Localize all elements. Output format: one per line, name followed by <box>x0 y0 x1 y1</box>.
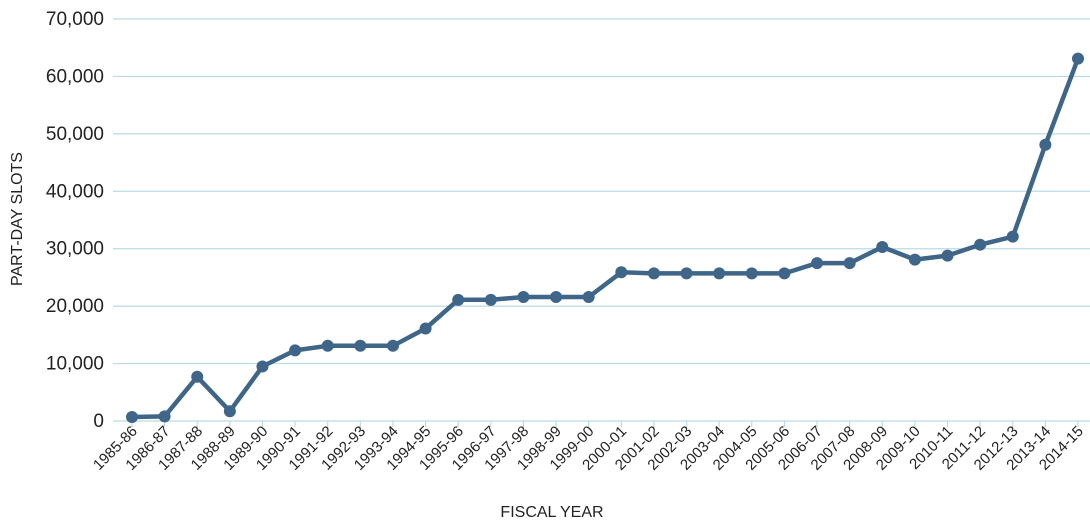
data-point-1995-96 <box>452 293 465 306</box>
data-point-1987-88 <box>191 370 204 383</box>
data-point-2012-13 <box>1006 230 1019 243</box>
y-tick-label: 10,000 <box>46 354 104 375</box>
data-point-1994-95 <box>419 322 432 335</box>
data-point-1996-97 <box>484 293 497 306</box>
x-axis-ticks: 1985-861986-871987-881988-891989-901990-… <box>90 421 1087 474</box>
y-tick-label: 50,000 <box>46 124 104 145</box>
y-tick-label: 70,000 <box>46 9 104 30</box>
data-point-1985-86 <box>126 410 138 423</box>
data-point-2003-04 <box>713 267 726 280</box>
data-point-2005-06 <box>778 267 791 280</box>
y-axis-title: PART-DAY SLOTS <box>9 152 26 286</box>
data-point-2008-09 <box>876 240 889 253</box>
gridlines <box>113 18 1090 422</box>
data-point-2004-05 <box>745 267 758 280</box>
data-point-2002-03 <box>680 267 693 280</box>
data-point-2010-11 <box>941 249 954 262</box>
data-point-2013-14 <box>1039 138 1052 151</box>
x-axis-title: FISCAL YEAR <box>500 504 603 521</box>
data-point-1989-90 <box>256 360 269 373</box>
data-point-2000-01 <box>615 266 628 279</box>
y-tick-label: 40,000 <box>46 181 104 202</box>
data-point-1999-00 <box>582 290 595 303</box>
y-tick-label: 0 <box>93 411 104 432</box>
data-point-1992-93 <box>354 339 367 352</box>
series <box>126 52 1084 423</box>
y-tick-label: 60,000 <box>46 66 104 87</box>
data-point-1998-99 <box>550 290 563 303</box>
data-point-2014-15 <box>1072 52 1084 65</box>
data-point-1988-89 <box>223 405 236 418</box>
data-point-2007-08 <box>843 257 856 270</box>
data-point-1993-94 <box>386 339 399 352</box>
data-point-1986-87 <box>158 410 171 423</box>
data-point-1997-98 <box>517 290 530 303</box>
data-point-1990-91 <box>289 344 302 357</box>
y-tick-label: 30,000 <box>46 239 104 260</box>
data-point-2006-07 <box>811 257 824 270</box>
data-point-2011-12 <box>974 238 987 251</box>
data-point-2001-02 <box>647 267 660 280</box>
data-point-2009-10 <box>908 253 921 266</box>
y-tick-label: 20,000 <box>46 296 104 317</box>
y-axis-ticks: 0 10,000 20,000 30,000 40,000 50,000 60,000 70,… <box>46 9 104 432</box>
data-point-1991-92 <box>321 339 334 352</box>
